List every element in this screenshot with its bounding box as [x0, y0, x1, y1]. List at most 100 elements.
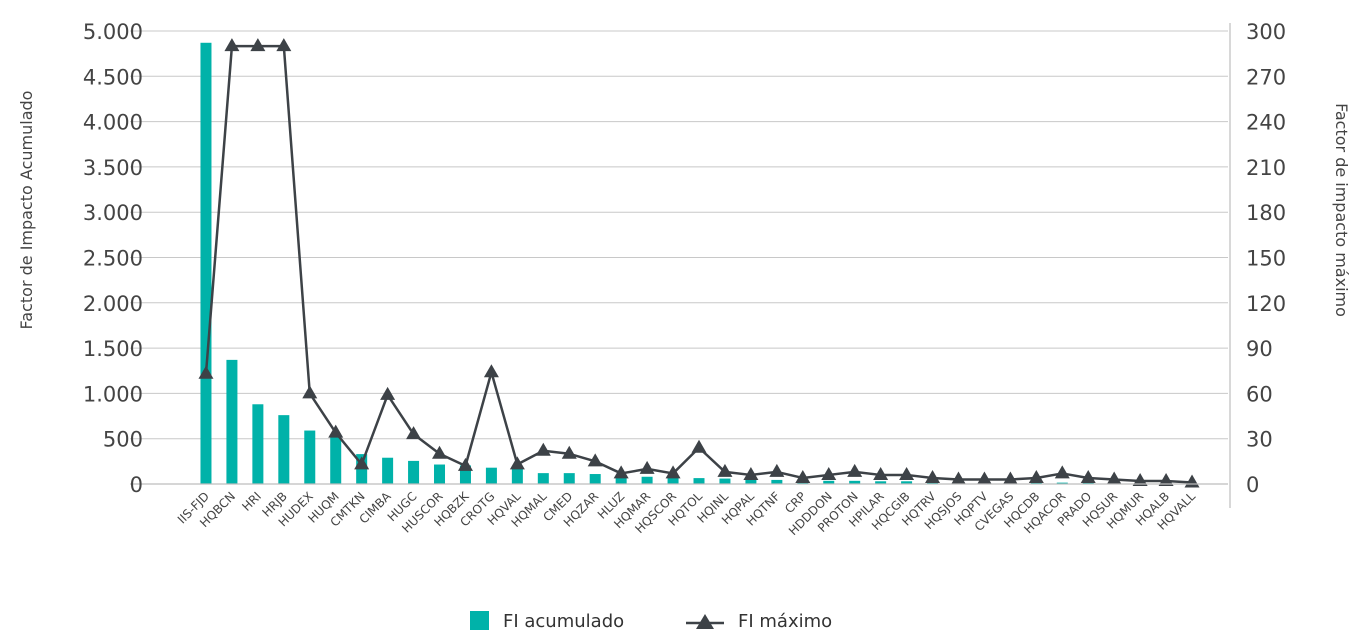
y-tick-label-left: 4.500 — [83, 65, 143, 89]
data-point-triangle — [639, 460, 655, 474]
data-point-triangle — [509, 456, 525, 470]
data-point-triangle — [1158, 472, 1174, 486]
data-point-triangle — [198, 365, 214, 379]
y-tick-label-right: 210 — [1246, 156, 1286, 180]
bar — [589, 474, 601, 484]
data-point-triangle — [224, 38, 240, 52]
bar — [226, 359, 238, 484]
bar — [745, 479, 757, 484]
data-point-triangle — [276, 38, 292, 52]
data-point-triangle — [1106, 471, 1122, 485]
y-tick-label-right: 300 — [1246, 20, 1286, 44]
bar — [511, 468, 523, 484]
data-point-triangle — [821, 466, 837, 480]
y-tick-label-right: 180 — [1246, 201, 1286, 225]
y-tick-label-right: 270 — [1246, 65, 1286, 89]
data-point-triangle — [873, 466, 889, 480]
data-point-triangle — [250, 38, 266, 52]
data-point-triangle — [925, 469, 941, 483]
data-point-triangle — [302, 385, 318, 399]
data-point-triangle — [406, 426, 422, 440]
y-tick-label-left: 1.000 — [83, 382, 143, 406]
legend-bar-label: FI acumulado — [503, 611, 624, 632]
bar — [1030, 482, 1042, 484]
bar — [252, 404, 264, 484]
data-point-triangle — [976, 471, 992, 485]
data-point-triangle — [432, 445, 448, 459]
y-tick-label-right: 240 — [1246, 111, 1286, 135]
line-series — [198, 38, 1200, 488]
bar — [901, 481, 913, 484]
y-tick-label-left: 500 — [103, 428, 143, 452]
bar — [434, 464, 446, 484]
axes — [130, 23, 1231, 508]
bar — [200, 42, 212, 484]
bar — [485, 467, 497, 484]
data-point-triangle — [795, 469, 811, 483]
y-tick-label-left: 3.000 — [83, 201, 143, 225]
data-point-triangle — [1080, 469, 1096, 483]
gridlines — [130, 30, 1228, 440]
bar — [771, 479, 783, 484]
legend: FI acumulado FI máximo — [470, 611, 832, 632]
data-point-triangle — [613, 465, 629, 479]
bar — [823, 480, 835, 484]
bar — [563, 473, 575, 484]
bar-series — [200, 42, 1198, 484]
bar — [1056, 482, 1068, 484]
y-tick-label-right: 90 — [1246, 337, 1273, 361]
y-tick-label-right: 120 — [1246, 292, 1286, 316]
y-tick-label-right: 150 — [1246, 247, 1286, 271]
data-point-triangle — [1054, 465, 1070, 479]
y-tick-label-left: 4.000 — [83, 111, 143, 135]
data-point-triangle — [483, 364, 499, 378]
bar — [719, 478, 731, 484]
data-point-triangle — [380, 386, 396, 400]
legend-bar-swatch — [470, 611, 489, 630]
data-point-triangle — [717, 463, 733, 477]
bar — [408, 460, 420, 484]
y-axis-title-right: Factor de impacto máximo — [1332, 103, 1351, 317]
data-point-triangle — [1002, 471, 1018, 485]
data-point-triangle — [535, 442, 551, 456]
y-tick-label-right: 0 — [1246, 473, 1259, 497]
data-point-triangle — [457, 457, 473, 471]
data-point-triangle — [743, 466, 759, 480]
data-point-triangle — [587, 453, 603, 467]
y-tick-label-right: 30 — [1246, 428, 1273, 452]
bar — [641, 476, 653, 484]
y-tick-label-left: 3.500 — [83, 156, 143, 180]
data-point-triangle — [1132, 472, 1148, 486]
data-point-triangle — [665, 465, 681, 479]
bar — [330, 436, 342, 484]
bar — [382, 457, 394, 484]
bar — [615, 477, 627, 484]
data-point-triangle — [847, 463, 863, 477]
legend-line-label: FI máximo — [738, 611, 832, 632]
bar — [849, 480, 861, 484]
data-point-triangle — [561, 445, 577, 459]
data-point-triangle — [899, 466, 915, 480]
bar — [278, 415, 290, 484]
data-point-triangle — [1028, 469, 1044, 483]
legend-triangle-icon — [696, 614, 714, 629]
data-point-triangle — [950, 471, 966, 485]
y-tick-label-left: 1.500 — [83, 337, 143, 361]
y-tick-label-left: 2.500 — [83, 247, 143, 271]
data-point-triangle — [691, 439, 707, 453]
y-tick-label-right: 60 — [1246, 382, 1273, 406]
y-tick-label-left: 0 — [130, 473, 143, 497]
data-point-triangle — [354, 456, 370, 470]
bar — [459, 465, 471, 484]
y-tick-label-left: 2.000 — [83, 292, 143, 316]
bar — [693, 478, 705, 484]
y-tick-label-left: 5.000 — [83, 20, 143, 44]
bar — [537, 473, 549, 484]
bar — [667, 477, 679, 484]
bar — [875, 481, 887, 484]
data-point-triangle — [328, 424, 344, 438]
data-point-triangle — [769, 463, 785, 477]
y-axis-title-left: Factor de Impacto Acumulado — [17, 91, 36, 330]
series-line — [204, 44, 1193, 484]
